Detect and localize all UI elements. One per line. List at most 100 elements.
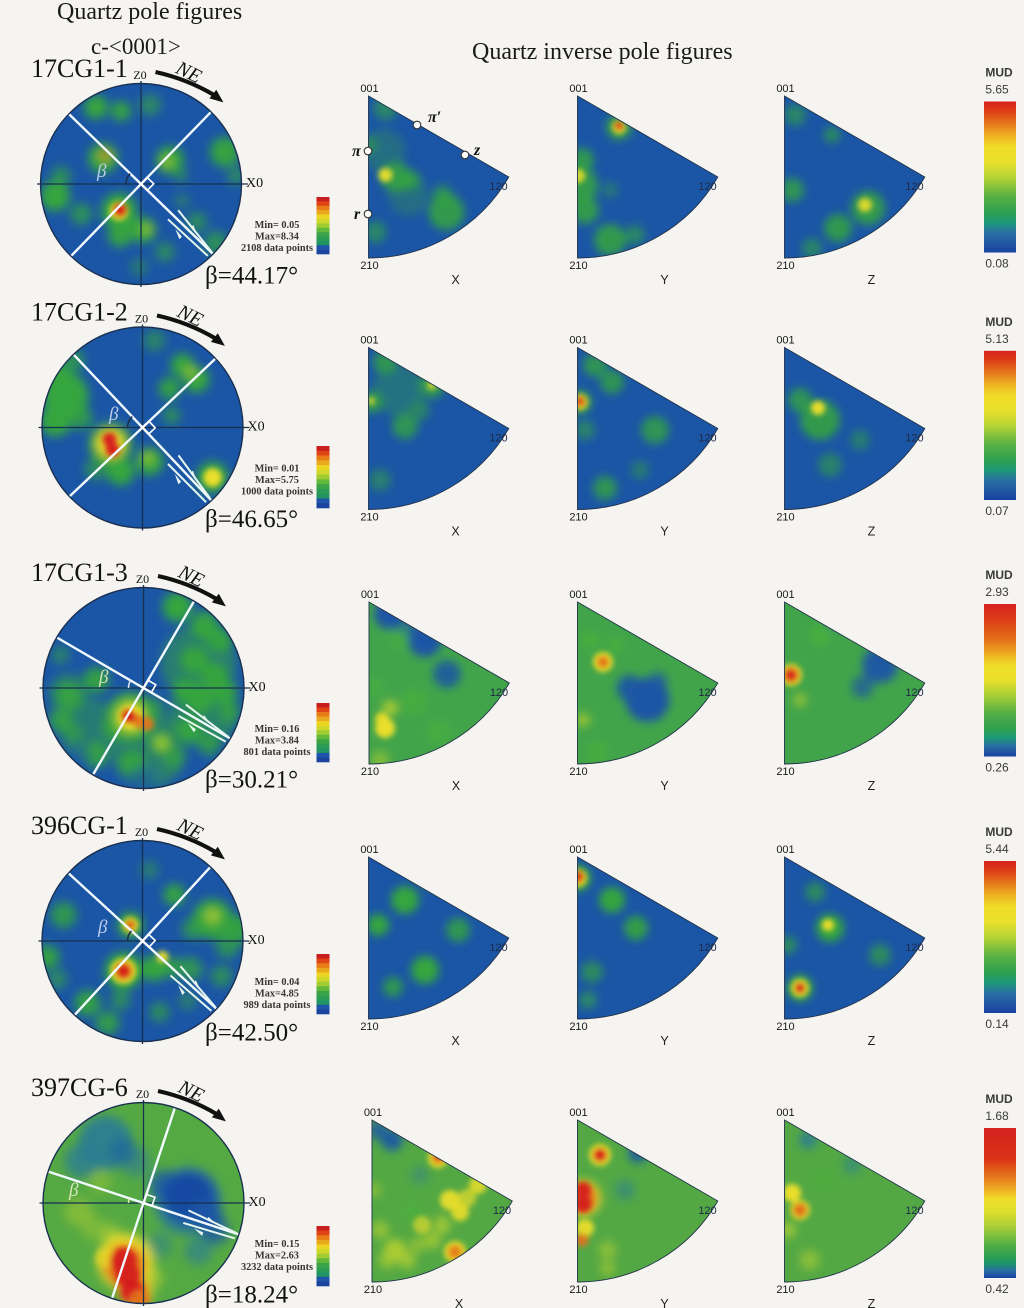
svg-text:X: X	[452, 779, 461, 793]
svg-text:210: 210	[569, 260, 587, 272]
svg-text:X0: X0	[249, 1195, 266, 1210]
svg-text:5.13: 5.13	[985, 332, 1009, 346]
svg-text:r: r	[354, 206, 361, 223]
svg-text:Quartz pole figures: Quartz pole figures	[57, 0, 242, 25]
svg-text:001: 001	[569, 83, 587, 95]
svg-text:210: 210	[360, 1021, 378, 1033]
svg-text:5.65: 5.65	[985, 83, 1009, 97]
svg-text:Y: Y	[660, 273, 669, 287]
svg-text:210: 210	[569, 512, 587, 524]
svg-text:Z0: Z0	[135, 312, 148, 326]
svg-text:001: 001	[569, 1107, 587, 1119]
svg-text:001: 001	[776, 1107, 794, 1119]
svg-text:Max=4.85: Max=4.85	[255, 989, 299, 1000]
svg-text:MUD: MUD	[985, 315, 1013, 329]
svg-text:3232 data points: 3232 data points	[241, 1262, 313, 1273]
svg-text:β=44.17°: β=44.17°	[205, 263, 298, 290]
svg-text:β: β	[97, 917, 108, 938]
svg-text:001: 001	[776, 844, 794, 856]
svg-text:120: 120	[493, 1205, 511, 1217]
svg-text:210: 210	[569, 1021, 587, 1033]
svg-text:0.26: 0.26	[985, 761, 1009, 775]
svg-text:Z: Z	[868, 1297, 876, 1308]
svg-text:Y: Y	[660, 1034, 669, 1048]
svg-text:989 data points: 989 data points	[244, 1000, 311, 1011]
svg-text:Z: Z	[868, 1034, 876, 1048]
svg-text:Y: Y	[660, 779, 669, 793]
svg-text:120: 120	[698, 433, 716, 445]
svg-text:001: 001	[569, 589, 587, 601]
svg-text:120: 120	[698, 942, 716, 954]
svg-text:001: 001	[776, 589, 794, 601]
svg-text:210: 210	[776, 1284, 794, 1296]
svg-text:Min= 0.15: Min= 0.15	[255, 1239, 300, 1250]
svg-text:X0: X0	[249, 680, 266, 695]
svg-text:210: 210	[361, 766, 379, 778]
svg-text:210: 210	[776, 512, 794, 524]
svg-text:17CG1-1: 17CG1-1	[31, 54, 128, 83]
svg-text:001: 001	[776, 83, 794, 95]
svg-text:0.42: 0.42	[985, 1282, 1009, 1296]
svg-text:2.93: 2.93	[985, 585, 1009, 599]
svg-text:Z: Z	[868, 525, 876, 539]
svg-text:X: X	[451, 525, 460, 539]
svg-text:001: 001	[361, 589, 379, 601]
svg-text:801 data points: 801 data points	[244, 747, 311, 758]
svg-text:120: 120	[489, 181, 507, 193]
svg-text:X0: X0	[248, 933, 265, 948]
svg-text:Max=3.84: Max=3.84	[255, 736, 299, 747]
svg-text:Y: Y	[660, 1297, 669, 1308]
svg-text:001: 001	[776, 335, 794, 347]
svg-text:120: 120	[905, 942, 923, 954]
svg-text:Quartz inverse pole figures: Quartz inverse pole figures	[472, 39, 733, 65]
svg-text:Z0: Z0	[136, 1087, 149, 1101]
svg-text:001: 001	[360, 83, 378, 95]
svg-text:120: 120	[698, 687, 716, 699]
svg-text:Z0: Z0	[133, 68, 146, 82]
svg-text:Min= 0.04: Min= 0.04	[255, 977, 300, 988]
svg-text:MUD: MUD	[985, 568, 1013, 582]
svg-text:001: 001	[569, 335, 587, 347]
svg-text:z: z	[473, 142, 481, 159]
svg-text:0.14: 0.14	[985, 1017, 1009, 1031]
svg-text:Z: Z	[868, 779, 876, 793]
svg-text:120: 120	[905, 433, 923, 445]
svg-text:Z0: Z0	[135, 825, 148, 839]
svg-text:1000 data points: 1000 data points	[241, 487, 313, 498]
svg-text:210: 210	[569, 766, 587, 778]
svg-text:120: 120	[489, 433, 507, 445]
svg-text:Min= 0.01: Min= 0.01	[255, 464, 300, 475]
svg-text:120: 120	[698, 181, 716, 193]
svg-text:120: 120	[905, 1205, 923, 1217]
svg-text:Max=8.34: Max=8.34	[255, 232, 299, 243]
svg-text:β=18.24°: β=18.24°	[205, 1282, 298, 1308]
svg-text:Max=5.75: Max=5.75	[255, 475, 299, 486]
svg-text:MUD: MUD	[985, 825, 1013, 839]
svg-text:Z: Z	[868, 273, 876, 287]
svg-text:MUD: MUD	[985, 66, 1013, 80]
svg-text:396CG-1: 396CG-1	[31, 811, 128, 840]
svg-text:Y: Y	[660, 525, 669, 539]
svg-text:120: 120	[698, 1205, 716, 1217]
svg-text:β: β	[108, 404, 119, 425]
svg-text:Z0: Z0	[136, 572, 149, 586]
svg-text:001: 001	[360, 335, 378, 347]
svg-text:c-<0001>: c-<0001>	[91, 34, 181, 59]
svg-text:210: 210	[360, 260, 378, 272]
svg-text:β=46.65°: β=46.65°	[205, 506, 298, 533]
svg-text:17CG1-2: 17CG1-2	[31, 298, 128, 327]
svg-text:5.44: 5.44	[985, 842, 1009, 856]
svg-text:2108 data points: 2108 data points	[241, 243, 313, 254]
svg-text:210: 210	[776, 766, 794, 778]
svg-text:X: X	[451, 1034, 460, 1048]
svg-text:β: β	[68, 1180, 79, 1201]
svg-text:X: X	[455, 1297, 464, 1308]
svg-text:210: 210	[364, 1284, 382, 1296]
svg-text:Min= 0.16: Min= 0.16	[255, 724, 300, 735]
svg-text:210: 210	[776, 260, 794, 272]
svg-text:1.68: 1.68	[985, 1109, 1009, 1123]
svg-text:Min= 0.05: Min= 0.05	[255, 220, 300, 231]
svg-text:X0: X0	[246, 176, 263, 191]
svg-text:001: 001	[360, 844, 378, 856]
svg-text:MUD: MUD	[985, 1092, 1013, 1106]
